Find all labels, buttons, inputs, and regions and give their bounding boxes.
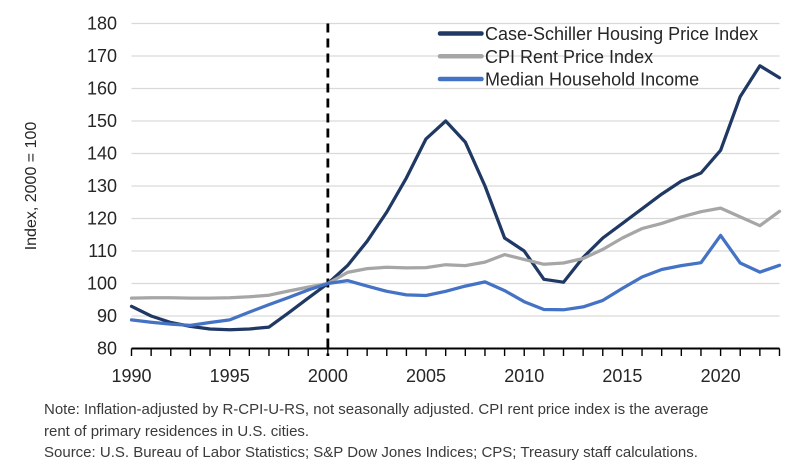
y-tick-label: 170 [87,46,117,66]
price-index-chart: 1990 1995 2000 2005 2010 2015 2020 80 90 100 110 12… [23,14,782,386]
legend-label-cpi-rent-price-index: CPI Rent Price Index [485,47,653,67]
legend-label-median-household-income: Median Household Income [485,70,699,90]
x-tick-label: 2005 [406,366,446,386]
x-tick-label: 1990 [111,366,151,386]
note-line-2: rent of primary residences in U.S. citie… [44,422,310,440]
note-line-1: Note: Inflation-adjusted by R-CPI-U-RS, … [44,401,709,418]
series-line-case-schiller-housing-price-index [129,64,782,332]
x-tick-label: 2020 [701,366,741,386]
x-tick-label: 2000 [308,366,348,386]
y-tick-label: 100 [87,274,117,294]
x-tick-label: 1995 [210,366,250,386]
y-tick-label: 120 [87,209,117,229]
chart-notes: Note: Inflation-adjusted by R-CPI-U-RS, … [44,399,794,464]
y-tick-label: 140 [87,144,117,164]
legend-label-case-schiller-housing-price-index: Case-Schiller Housing Price Index [485,24,758,44]
source-line: Source: U.S. Bureau of Labor Statistics;… [44,444,698,461]
y-tick-label: 180 [87,14,117,34]
y-axis-title: Index, 2000 = 100 [23,122,40,251]
y-tick-label: 80 [97,339,117,359]
y-tick-label: 130 [87,176,117,196]
series-line-cpi-rent-price-index [129,206,782,300]
y-tick-label: 160 [87,79,117,99]
y-tick-label: 150 [87,111,117,131]
y-tick-label: 110 [88,241,117,261]
y-tick-label: 90 [97,306,117,326]
x-tick-label: 2010 [504,366,544,386]
series-line-median-household-income [129,233,782,328]
x-tick-label: 2015 [602,366,642,386]
